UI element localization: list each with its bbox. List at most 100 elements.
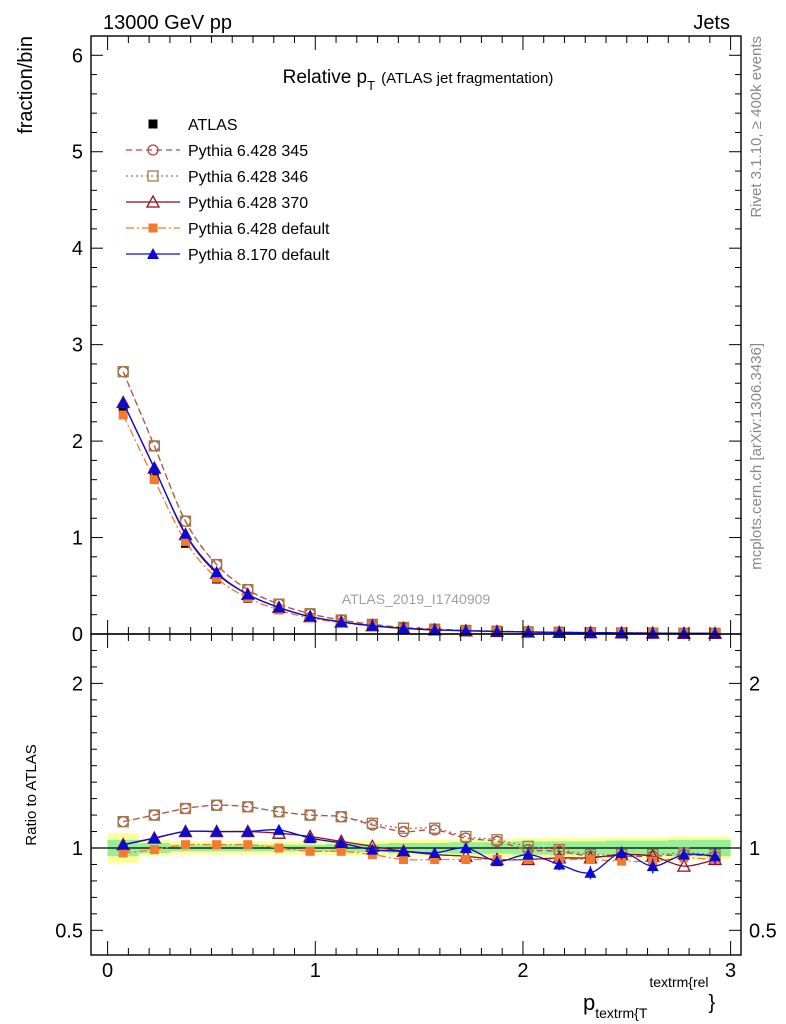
main-data-point [149, 475, 159, 485]
main-y-tick-label: 5 [72, 142, 83, 164]
x-axis-label: ptextrm{Ttextrm{rel} [583, 974, 716, 1021]
main-data-point [459, 624, 472, 636]
main-data-point [709, 627, 722, 639]
ratio-panel: 0.5 0.5 1 1 2 2 0 1 2 3 [55, 633, 777, 982]
jets-label: Jets [693, 12, 730, 34]
main-data-point [148, 440, 160, 452]
ratio-data-point [210, 799, 223, 811]
ratio-data-point [709, 850, 722, 862]
ratio-data-point [305, 846, 315, 856]
ratio-data-point [273, 806, 285, 818]
legend-label: Pythia 6.428 345 [188, 143, 308, 160]
main-data-point [179, 527, 192, 539]
ratio-data-point [118, 848, 128, 858]
ratio-data-point [210, 825, 223, 837]
legend-label: Pythia 6.428 346 [188, 169, 308, 186]
ratio-y-tick-label-right: 0.5 [749, 920, 777, 942]
x-tick-label: 3 [725, 960, 736, 982]
main-data-point [117, 396, 130, 408]
x-tick-label: 2 [517, 960, 528, 982]
energy-label: 13000 GeV pp [103, 12, 232, 34]
main-data-point [366, 619, 379, 631]
ratio-data-point [335, 837, 348, 849]
ratio-data-point [272, 823, 285, 835]
ratio-y-tick-label-right: 1 [749, 838, 760, 860]
ratio-data-point [584, 866, 597, 878]
ratio-data-point [366, 817, 379, 829]
ratio-data-point [397, 822, 410, 834]
main-data-point [335, 615, 348, 627]
legend-label: ATLAS [188, 117, 238, 134]
ratio-data-point [553, 858, 566, 870]
ratio-data-point [117, 816, 129, 828]
main-data-point [428, 623, 441, 635]
x-tick-label: 0 [102, 960, 113, 982]
main-data-point [180, 536, 190, 546]
ratio-data-point [617, 856, 627, 866]
ratio-data-point [336, 846, 346, 856]
ratio-data-point [430, 855, 440, 865]
ratio-data-point [274, 843, 284, 853]
ratio-y-tick-label-left: 0.5 [55, 920, 83, 942]
main-panel: 0 1 2 3 4 5 6 [72, 35, 742, 646]
ratio-data-point [676, 858, 691, 872]
rivet-version-label: Rivet 3.1.10, ≥ 400k events [748, 36, 765, 218]
legend-label: Pythia 8.170 default [188, 247, 330, 264]
x-tick-label: 1 [310, 960, 321, 982]
ratio-data-point [397, 845, 410, 857]
legend-marker [145, 194, 161, 208]
ratio-data-point [179, 825, 192, 837]
ratio-data-point [304, 809, 316, 821]
main-y-tick-label: 0 [72, 624, 83, 646]
main-data-point [179, 515, 192, 527]
ratio-data-point [585, 855, 595, 865]
analysis-watermark: ATLAS_2019_I1740909 [342, 591, 491, 607]
main-data-point [646, 627, 659, 639]
main-data-point [148, 462, 161, 474]
legend-label: Pythia 6.428 370 [188, 195, 308, 212]
ratio-y-tick-label-right: 2 [749, 673, 760, 695]
legend-marker [147, 248, 159, 259]
main-data-point [397, 622, 410, 634]
ratio-data-point [553, 843, 565, 856]
legend-label: Pythia 6.428 default [188, 221, 330, 238]
main-y-tick-label: 2 [72, 431, 83, 453]
ratio-data-point [335, 811, 347, 823]
ratio-data-point [646, 860, 659, 872]
ratio-data-point [615, 846, 628, 858]
main-data-point [117, 366, 129, 378]
ratio-data-point [491, 834, 503, 846]
main-data-point [584, 626, 597, 638]
ratio-data-point [428, 846, 441, 858]
ratio-y-label: Ratio to ATLAS [23, 744, 40, 845]
ratio-data-point [148, 809, 160, 821]
main-y-label: fraction/bin [15, 36, 37, 134]
main-y-tick-label: 1 [72, 528, 83, 550]
mcplots-label: mcplots.cern.ch [arXiv:1306.3436] [748, 343, 765, 570]
main-y-tick-label: 4 [72, 238, 83, 260]
ratio-data-point [429, 822, 441, 834]
ratio-data-point [180, 840, 190, 850]
ratio-data-point [242, 801, 254, 813]
ratio-data-point [366, 843, 379, 855]
ratio-data-point [304, 832, 317, 844]
legend-marker [148, 223, 158, 233]
ratio-plot-frame [90, 633, 742, 956]
ratio-data-point [459, 842, 472, 853]
ratio-data-point [212, 840, 222, 850]
legend-marker [147, 144, 159, 156]
ratio-data-point [522, 848, 535, 860]
main-data-point [241, 588, 254, 600]
ratio-data-point [243, 840, 253, 850]
legend-marker [147, 170, 159, 182]
main-data-point [272, 601, 285, 613]
main-data-point [304, 610, 317, 622]
ratio-data-point [149, 845, 159, 855]
main-data-point [118, 410, 128, 420]
ratio-data-point [241, 825, 254, 837]
ratio-y-tick-label-left: 1 [72, 838, 83, 860]
ratio-data-point [677, 848, 690, 860]
ratio-data-point [461, 855, 471, 865]
ratio-y-tick-label-left: 2 [72, 673, 83, 695]
